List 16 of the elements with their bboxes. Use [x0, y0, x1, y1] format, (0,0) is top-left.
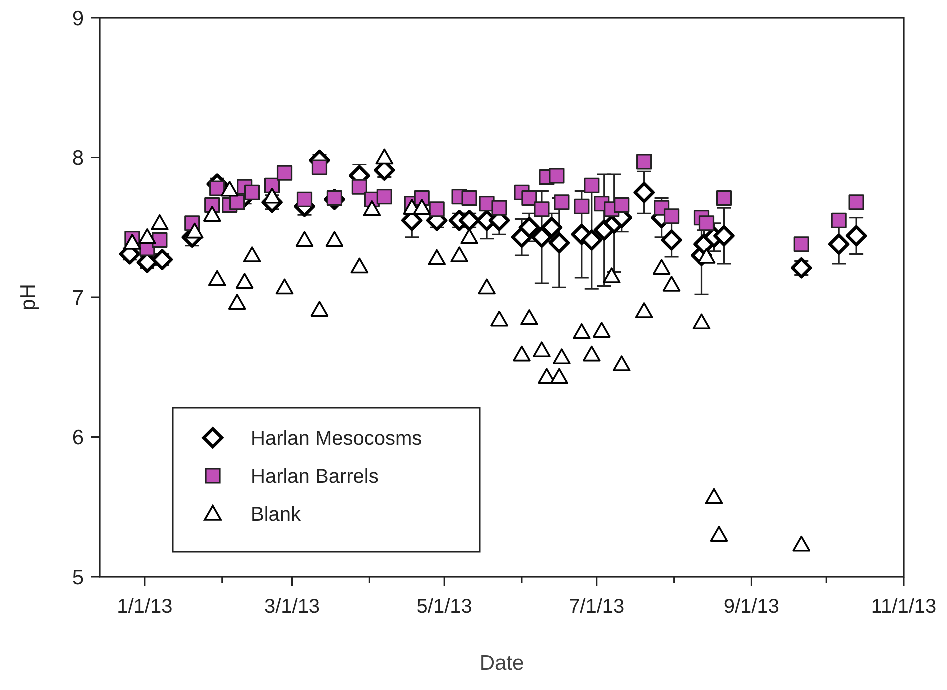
x-tick-label: 1/1/13	[117, 596, 173, 618]
y-tick-label: 8	[72, 147, 84, 170]
x-axis-title: Date	[480, 652, 524, 675]
legend-label: Harlan Barrels	[251, 466, 379, 488]
legend-label: Harlan Mesocosms	[251, 428, 422, 450]
y-tick-label: 9	[72, 7, 84, 30]
x-tick-label: 5/1/13	[416, 596, 472, 618]
x-tick-label: 3/1/13	[264, 596, 320, 618]
y-tick-label: 6	[72, 426, 84, 450]
x-tick-label: 11/1/13	[871, 596, 937, 618]
x-tick-label: 9/1/13	[724, 596, 780, 618]
legend-label: Blank	[251, 504, 302, 526]
x-tick-label: 7/1/13	[569, 596, 625, 618]
y-tick-label: 5	[72, 566, 84, 590]
y-tick-label: 7	[72, 286, 84, 310]
y-axis-title: pH	[17, 284, 40, 311]
